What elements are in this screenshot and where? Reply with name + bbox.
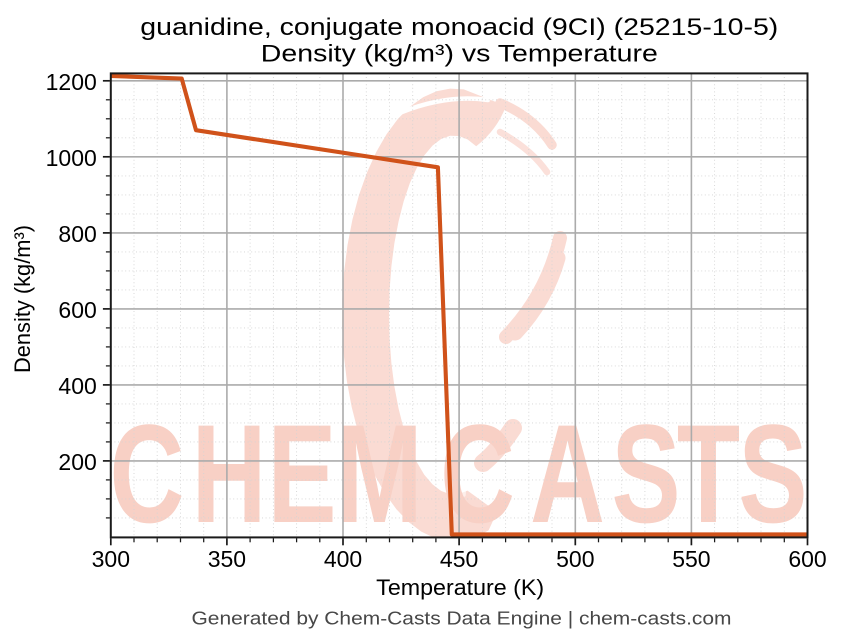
svg-text:M: M	[336, 397, 422, 553]
svg-text:350: 350	[208, 546, 246, 572]
svg-text:600: 600	[58, 297, 96, 323]
svg-text:550: 550	[672, 546, 710, 572]
svg-text:guanidine, conjugate monoacid: guanidine, conjugate monoacid (9CI) (252…	[140, 14, 778, 41]
svg-text:T: T	[677, 397, 740, 553]
svg-text:400: 400	[58, 373, 96, 399]
svg-text:200: 200	[58, 449, 96, 475]
svg-text:S: S	[611, 397, 680, 553]
svg-text:A: A	[530, 397, 605, 553]
svg-text:Generated by Chem-Casts Data E: Generated by Chem-Casts Data Engine | ch…	[192, 607, 732, 628]
svg-text:1200: 1200	[46, 69, 97, 95]
svg-text:450: 450	[440, 546, 478, 572]
svg-text:H: H	[192, 397, 267, 553]
svg-text:S: S	[738, 397, 807, 553]
svg-text:E: E	[267, 397, 336, 553]
svg-text:800: 800	[58, 221, 96, 247]
svg-text:300: 300	[92, 546, 130, 572]
svg-text:500: 500	[556, 546, 594, 572]
svg-text:C: C	[110, 397, 185, 553]
svg-text:Density (kg/m³) vs Temperature: Density (kg/m³) vs Temperature	[261, 41, 658, 68]
svg-text:600: 600	[788, 546, 826, 572]
svg-text:400: 400	[324, 546, 362, 572]
svg-text:Density (kg/m³): Density (kg/m³)	[10, 225, 35, 373]
svg-text:1000: 1000	[46, 145, 97, 171]
svg-text:Temperature (K): Temperature (K)	[376, 575, 544, 600]
